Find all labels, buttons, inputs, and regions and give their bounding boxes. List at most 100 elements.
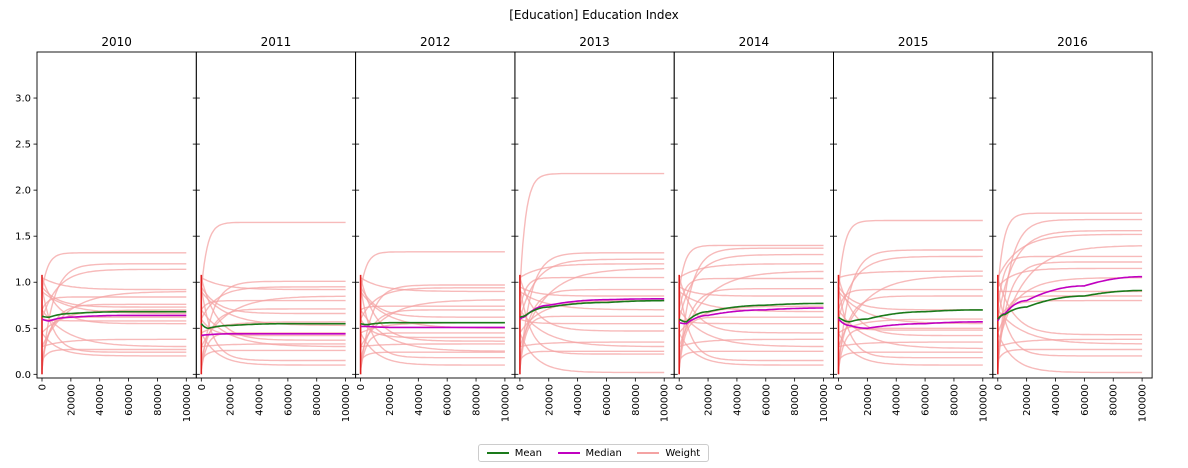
weight-line-2012-15 <box>360 351 505 361</box>
weight-line-2010-9 <box>41 290 187 315</box>
weight-line-2016-6 <box>997 261 1143 361</box>
panel-title-2012: 2012 <box>420 35 451 49</box>
weight-line-2011-16 <box>200 286 346 362</box>
weight-line-2016-10 <box>997 295 1143 370</box>
y-tick-label-3: 1.5 <box>15 232 31 243</box>
weight-line-2015-17 <box>837 332 983 366</box>
weight-line-2014-14 <box>678 309 824 348</box>
x-tick-label-2010-2: 40000 <box>95 384 106 416</box>
x-tick-label-2013-1: 20000 <box>544 384 555 416</box>
panel-2012: 2012 0 20000 40000 60000 80000 100000 <box>352 35 516 422</box>
weight-line-2011-2 <box>200 286 346 320</box>
weight-line-2015-4 <box>837 275 983 347</box>
small-multiples-chart: 2010 0 20000 40000 60000 80000 100000 0.0 0.5 1.0… <box>15 35 1153 422</box>
weight-line-2012-7 <box>359 286 505 318</box>
weight-line-2013-9 <box>519 290 665 311</box>
weight-line-2012-3 <box>360 277 505 293</box>
x-tick-label-2012-3: 60000 <box>443 384 454 416</box>
x-tick-label-2016-5: 100000 <box>1138 384 1149 422</box>
legend-item-weight: Weight <box>637 448 700 459</box>
weight-line-2014-17 <box>678 332 824 366</box>
x-tick-label-2011-4: 80000 <box>312 384 323 416</box>
weight-line-2010-3 <box>41 276 187 291</box>
weight-line-2011-5 <box>200 299 346 311</box>
weight-line-2011-9 <box>200 290 346 327</box>
panel-title-2011: 2011 <box>261 35 292 49</box>
weight-line-2014-15 <box>678 350 824 361</box>
y-tick-label-2: 1.0 <box>15 278 31 289</box>
x-tick-label-2011-3: 60000 <box>283 384 294 416</box>
weight-line-2011-13 <box>201 343 346 348</box>
x-tick-label-2014-0: 0 <box>675 384 686 390</box>
weight-line-2011-15 <box>200 349 346 361</box>
weight-line-2013-16 <box>519 286 665 355</box>
weight-line-2011-12 <box>200 277 346 341</box>
x-tick-label-2011-1: 20000 <box>226 384 237 416</box>
weight-line-2012-17 <box>359 332 505 366</box>
weight-line-2014-10 <box>678 316 824 370</box>
weight-line-2013-3 <box>519 263 665 279</box>
weight-line-2011-3 <box>200 276 346 291</box>
x-tick-label-2014-1: 20000 <box>704 384 715 416</box>
weight-line-2012-2 <box>359 287 505 320</box>
weight-line-2011-6 <box>200 308 346 361</box>
weight-line-2016-0 <box>997 212 1143 292</box>
panel-title-2013: 2013 <box>579 35 610 49</box>
x-tick-label-2014-3: 60000 <box>761 384 772 416</box>
mean-line-2013 <box>519 299 665 318</box>
weight-line-2012-16 <box>359 286 505 359</box>
legend-swatch-mean <box>486 452 509 454</box>
mean-line-2011 <box>200 322 346 330</box>
weight-line-2014-9 <box>678 290 824 313</box>
panel-2016: 2016 0 20000 40000 60000 80000 100000 <box>989 35 1153 422</box>
x-tick-label-2016-4: 80000 <box>1109 384 1120 416</box>
x-tick-label-2010-1: 20000 <box>66 384 77 416</box>
weight-line-2014-0 <box>678 244 824 292</box>
x-tick-label-2015-3: 60000 <box>921 384 932 416</box>
x-tick-label-2011-2: 40000 <box>255 384 266 416</box>
x-tick-label-2012-0: 0 <box>356 384 367 390</box>
weight-line-2013-10 <box>519 315 665 370</box>
panel-title-2015: 2015 <box>898 35 929 49</box>
weight-line-2010-7 <box>41 286 187 308</box>
weight-line-2012-12 <box>359 277 505 342</box>
weight-line-2011-11 <box>200 318 346 337</box>
panel-title-2016: 2016 <box>1057 35 1088 49</box>
weight-line-2015-10 <box>837 327 983 370</box>
weight-line-2010-11 <box>41 318 187 322</box>
x-tick-label-2012-2: 40000 <box>414 384 425 416</box>
weight-line-2011-7 <box>200 286 346 315</box>
weight-line-2011-0 <box>200 221 346 292</box>
weight-line-2013-0 <box>519 172 665 292</box>
panel-2014: 2014 0 20000 40000 60000 80000 100000 <box>670 35 834 422</box>
x-tick-label-2014-5: 100000 <box>819 384 830 422</box>
legend-item-mean: Mean <box>486 448 542 459</box>
mean-line-2010 <box>41 310 187 318</box>
x-tick-label-2011-0: 0 <box>197 384 208 390</box>
x-tick-label-2015-2: 40000 <box>892 384 903 416</box>
weight-line-2014-7 <box>678 286 824 297</box>
y-tick-label-6: 3.0 <box>15 94 31 105</box>
x-tick-label-2015-0: 0 <box>834 384 845 390</box>
legend-swatch-median <box>557 452 580 454</box>
y-tick-label-0: 0.0 <box>15 370 31 381</box>
weight-line-2014-11 <box>678 318 824 325</box>
x-tick-label-2016-0: 0 <box>993 384 1004 390</box>
median-line-2011 <box>201 333 346 337</box>
x-tick-label-2012-1: 20000 <box>385 384 396 416</box>
mean-line-2016 <box>997 289 1143 320</box>
weight-line-2015-9 <box>837 290 983 325</box>
mean-line-2014 <box>678 302 824 323</box>
x-tick-label-2016-2: 40000 <box>1051 384 1062 416</box>
weight-line-2014-6 <box>678 288 824 361</box>
weight-line-2012-10 <box>359 332 505 370</box>
weight-line-2015-3 <box>838 270 983 279</box>
weight-line-2016-7 <box>997 267 1143 288</box>
x-tick-label-2015-1: 20000 <box>863 384 874 416</box>
x-tick-label-2011-5: 100000 <box>341 384 352 422</box>
x-tick-label-2013-0: 0 <box>515 384 526 390</box>
y-tick-label-5: 2.5 <box>15 140 31 151</box>
weight-line-2010-2 <box>41 268 187 320</box>
median-line-2016 <box>997 275 1143 322</box>
weight-line-2014-12 <box>678 277 824 334</box>
